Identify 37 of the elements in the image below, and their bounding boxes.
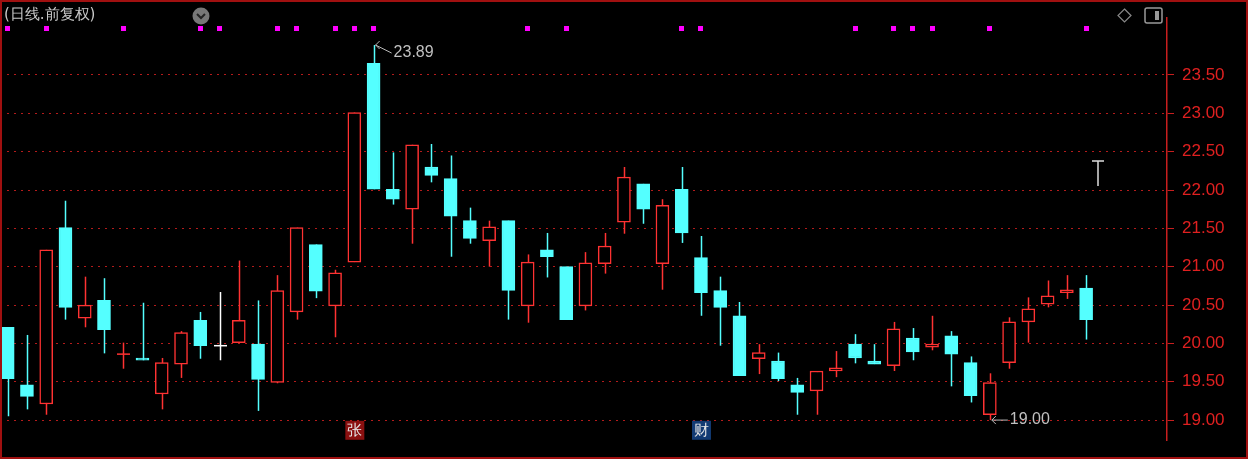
candlestick	[20, 334, 34, 411]
y-tick-label: 20.00	[1182, 333, 1225, 353]
candlestick	[905, 327, 920, 362]
candlestick	[482, 219, 496, 268]
candlestick	[751, 343, 766, 375]
candlestick	[116, 341, 131, 370]
y-tick-label: 21.50	[1182, 218, 1225, 238]
y-tick-label: 20.50	[1182, 294, 1225, 314]
candlestick	[713, 275, 728, 347]
y-tick-label: 23.00	[1182, 102, 1225, 122]
candlestick	[193, 311, 208, 360]
candlestick	[231, 259, 246, 344]
y-tick-label: 22.50	[1182, 141, 1225, 161]
annotation: 19.00	[1009, 410, 1050, 428]
y-tick-label: 22.00	[1182, 179, 1225, 199]
candlestick	[386, 151, 400, 206]
candlestick	[809, 370, 824, 416]
y-tick-label: 19.00	[1182, 409, 1225, 429]
candlestick	[1021, 296, 1036, 344]
candlestick	[1060, 274, 1074, 300]
candlestick	[540, 232, 554, 279]
annotation: 财	[693, 420, 709, 439]
candlestick	[828, 350, 843, 378]
candlestick	[424, 143, 439, 184]
annotation: 23.89	[393, 43, 434, 61]
candlestick	[636, 183, 651, 225]
annotation: 张	[347, 420, 363, 439]
y-tick-label: 21.00	[1182, 256, 1225, 276]
candlestick	[925, 315, 939, 352]
candlestick	[1040, 279, 1055, 309]
y-tick-label: 19.50	[1182, 371, 1225, 391]
candlestick	[848, 333, 862, 365]
y-tick-label: 23.50	[1182, 64, 1225, 84]
candlestick	[790, 377, 805, 416]
candlestick	[77, 275, 92, 329]
chart-title: (日线.前复权)	[4, 5, 96, 23]
candlestick	[944, 330, 959, 388]
